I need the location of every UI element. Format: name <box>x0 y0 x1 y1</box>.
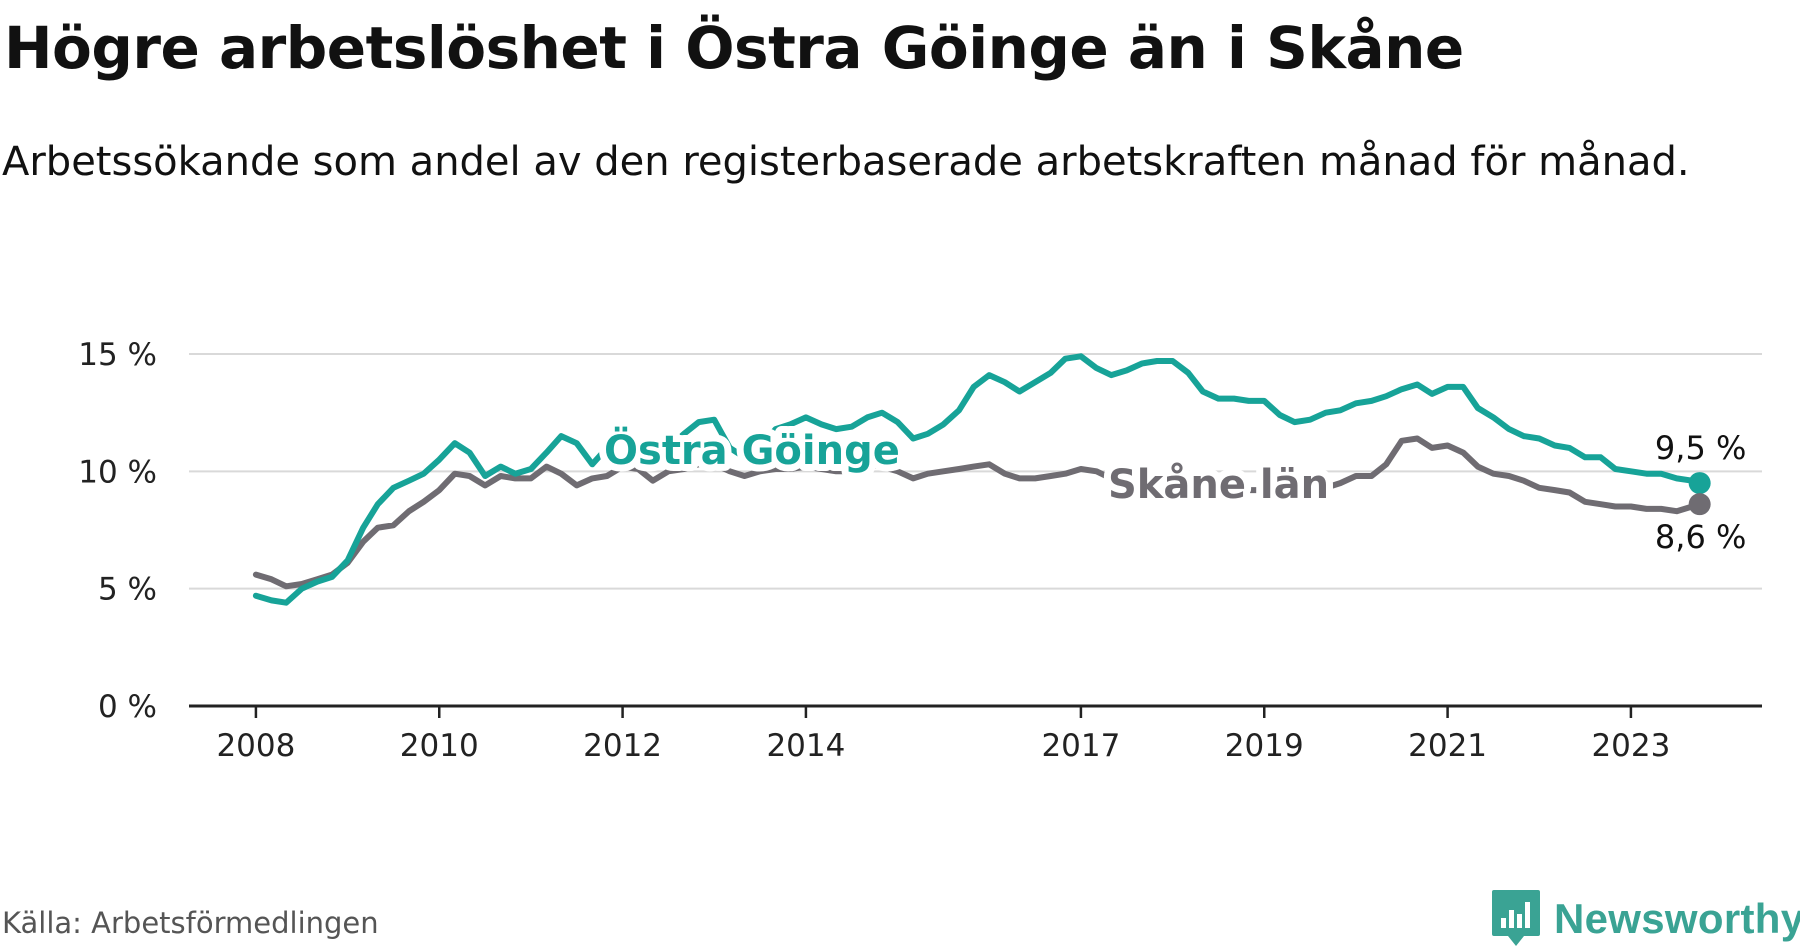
chart-subtitle: Arbetssökande som andel av den registerb… <box>2 139 1690 185</box>
series-label-skane: Skåne län <box>1108 461 1329 508</box>
series-label-ostra-goinge: Östra Göinge <box>604 426 900 474</box>
source-note: Källa: Arbetsförmedlingen <box>2 906 379 940</box>
x-tick-label: 2023 <box>1591 728 1670 764</box>
series-line-ostra-goinge[interactable] <box>252 353 1703 606</box>
y-tick-label: 15 % <box>78 337 157 373</box>
x-tick-label: 2008 <box>216 728 295 764</box>
series-line-skane[interactable] <box>252 435 1703 590</box>
end-point-ostra-goinge[interactable] <box>1688 472 1711 495</box>
x-tick-label: 2012 <box>583 728 662 764</box>
newsworthy-logo[interactable]: Newsworthy <box>1490 888 1800 950</box>
logo-text: Newsworthy <box>1554 895 1800 942</box>
x-tick-label: 2019 <box>1225 728 1304 764</box>
end-label-ostra-goinge: 9,5 % <box>1655 429 1746 467</box>
series-label-skane-halo: Skåne län <box>1108 461 1329 508</box>
chart-title: Högre arbetslöshet i Östra Göinge än i S… <box>4 14 1464 82</box>
series-label-ostra-goinge-halo: Östra Göinge <box>604 426 900 474</box>
y-tick-label: 5 % <box>98 572 157 608</box>
end-label-skane: 8,6 % <box>1655 518 1746 556</box>
y-tick-label: 10 % <box>78 454 157 490</box>
end-point-skane[interactable] <box>1688 493 1711 516</box>
x-tick-label: 2010 <box>400 728 479 764</box>
x-tick-label: 2014 <box>766 728 845 764</box>
newsworthy-logo-icon <box>1492 890 1540 946</box>
y-tick-label: 0 % <box>98 689 157 725</box>
x-tick-label: 2021 <box>1408 728 1487 764</box>
x-tick-label: 2017 <box>1041 728 1120 764</box>
